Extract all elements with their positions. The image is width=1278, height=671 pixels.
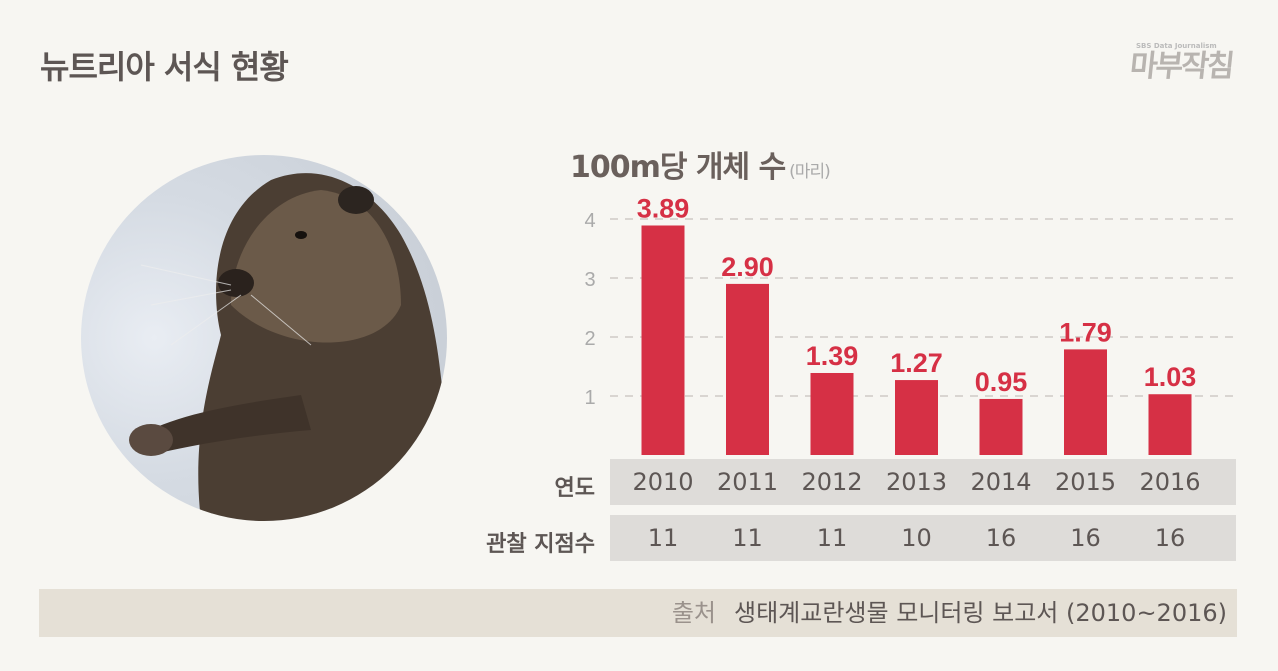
x-tick-label: 2011 — [716, 468, 779, 496]
nutria-photo — [81, 155, 447, 521]
data-label: 3.89 — [637, 193, 690, 223]
sites-value: 16 — [985, 524, 1017, 552]
logo: SBS Data Journalism 마부작침 — [1128, 42, 1235, 84]
sites-value: 16 — [1154, 524, 1186, 552]
bar-2014 — [979, 398, 1023, 455]
data-label: 2.90 — [721, 252, 774, 282]
year-row-label: 연도 — [554, 476, 595, 501]
x-tick-label: 2013 — [885, 468, 948, 496]
sites-value: 10 — [901, 524, 932, 552]
x-tick-label: 2016 — [1139, 468, 1201, 496]
y-tick-label: 3 — [584, 269, 595, 291]
source-bar: 출처 생태계교란생물 모니터링 보고서 (2010~2016) — [39, 589, 1237, 637]
sites-value: 11 — [816, 524, 848, 552]
bar-2010 — [641, 225, 685, 455]
data-label: 1.27 — [890, 348, 943, 378]
bar-2015 — [1064, 349, 1107, 455]
y-tick-label: 2 — [584, 328, 595, 350]
data-label: 1.39 — [806, 341, 859, 371]
data-label: 1.79 — [1059, 317, 1112, 347]
page-title: 뉴트리아 서식 현황 — [40, 48, 289, 86]
source-text: 생태계교란생물 모니터링 보고서 (2010~2016) — [734, 599, 1227, 627]
y-tick-label: 4 — [584, 210, 595, 232]
year-row — [610, 459, 1236, 505]
bar-2012 — [810, 372, 854, 455]
x-tick-label: 2014 — [970, 468, 1032, 496]
sites-value: 16 — [1070, 524, 1101, 552]
bar-2013 — [895, 380, 938, 455]
sites-value: 11 — [647, 524, 679, 552]
x-tick-label: 2012 — [801, 468, 863, 496]
x-tick-label: 2015 — [1054, 468, 1117, 496]
sites-row-label: 관찰 지점수 — [486, 532, 595, 557]
bar-2016 — [1148, 394, 1192, 455]
y-tick-label: 1 — [584, 387, 595, 409]
sites-row — [610, 515, 1236, 561]
source-label: 출처 — [671, 599, 716, 627]
x-tick-label: 2010 — [632, 468, 694, 496]
sites-value: 11 — [732, 524, 763, 552]
data-label: 1.03 — [1144, 362, 1197, 392]
data-label: 0.95 — [975, 367, 1028, 397]
chart-title: 100m당 개체 수 (마리) — [570, 150, 831, 185]
bar-2011 — [726, 283, 769, 455]
